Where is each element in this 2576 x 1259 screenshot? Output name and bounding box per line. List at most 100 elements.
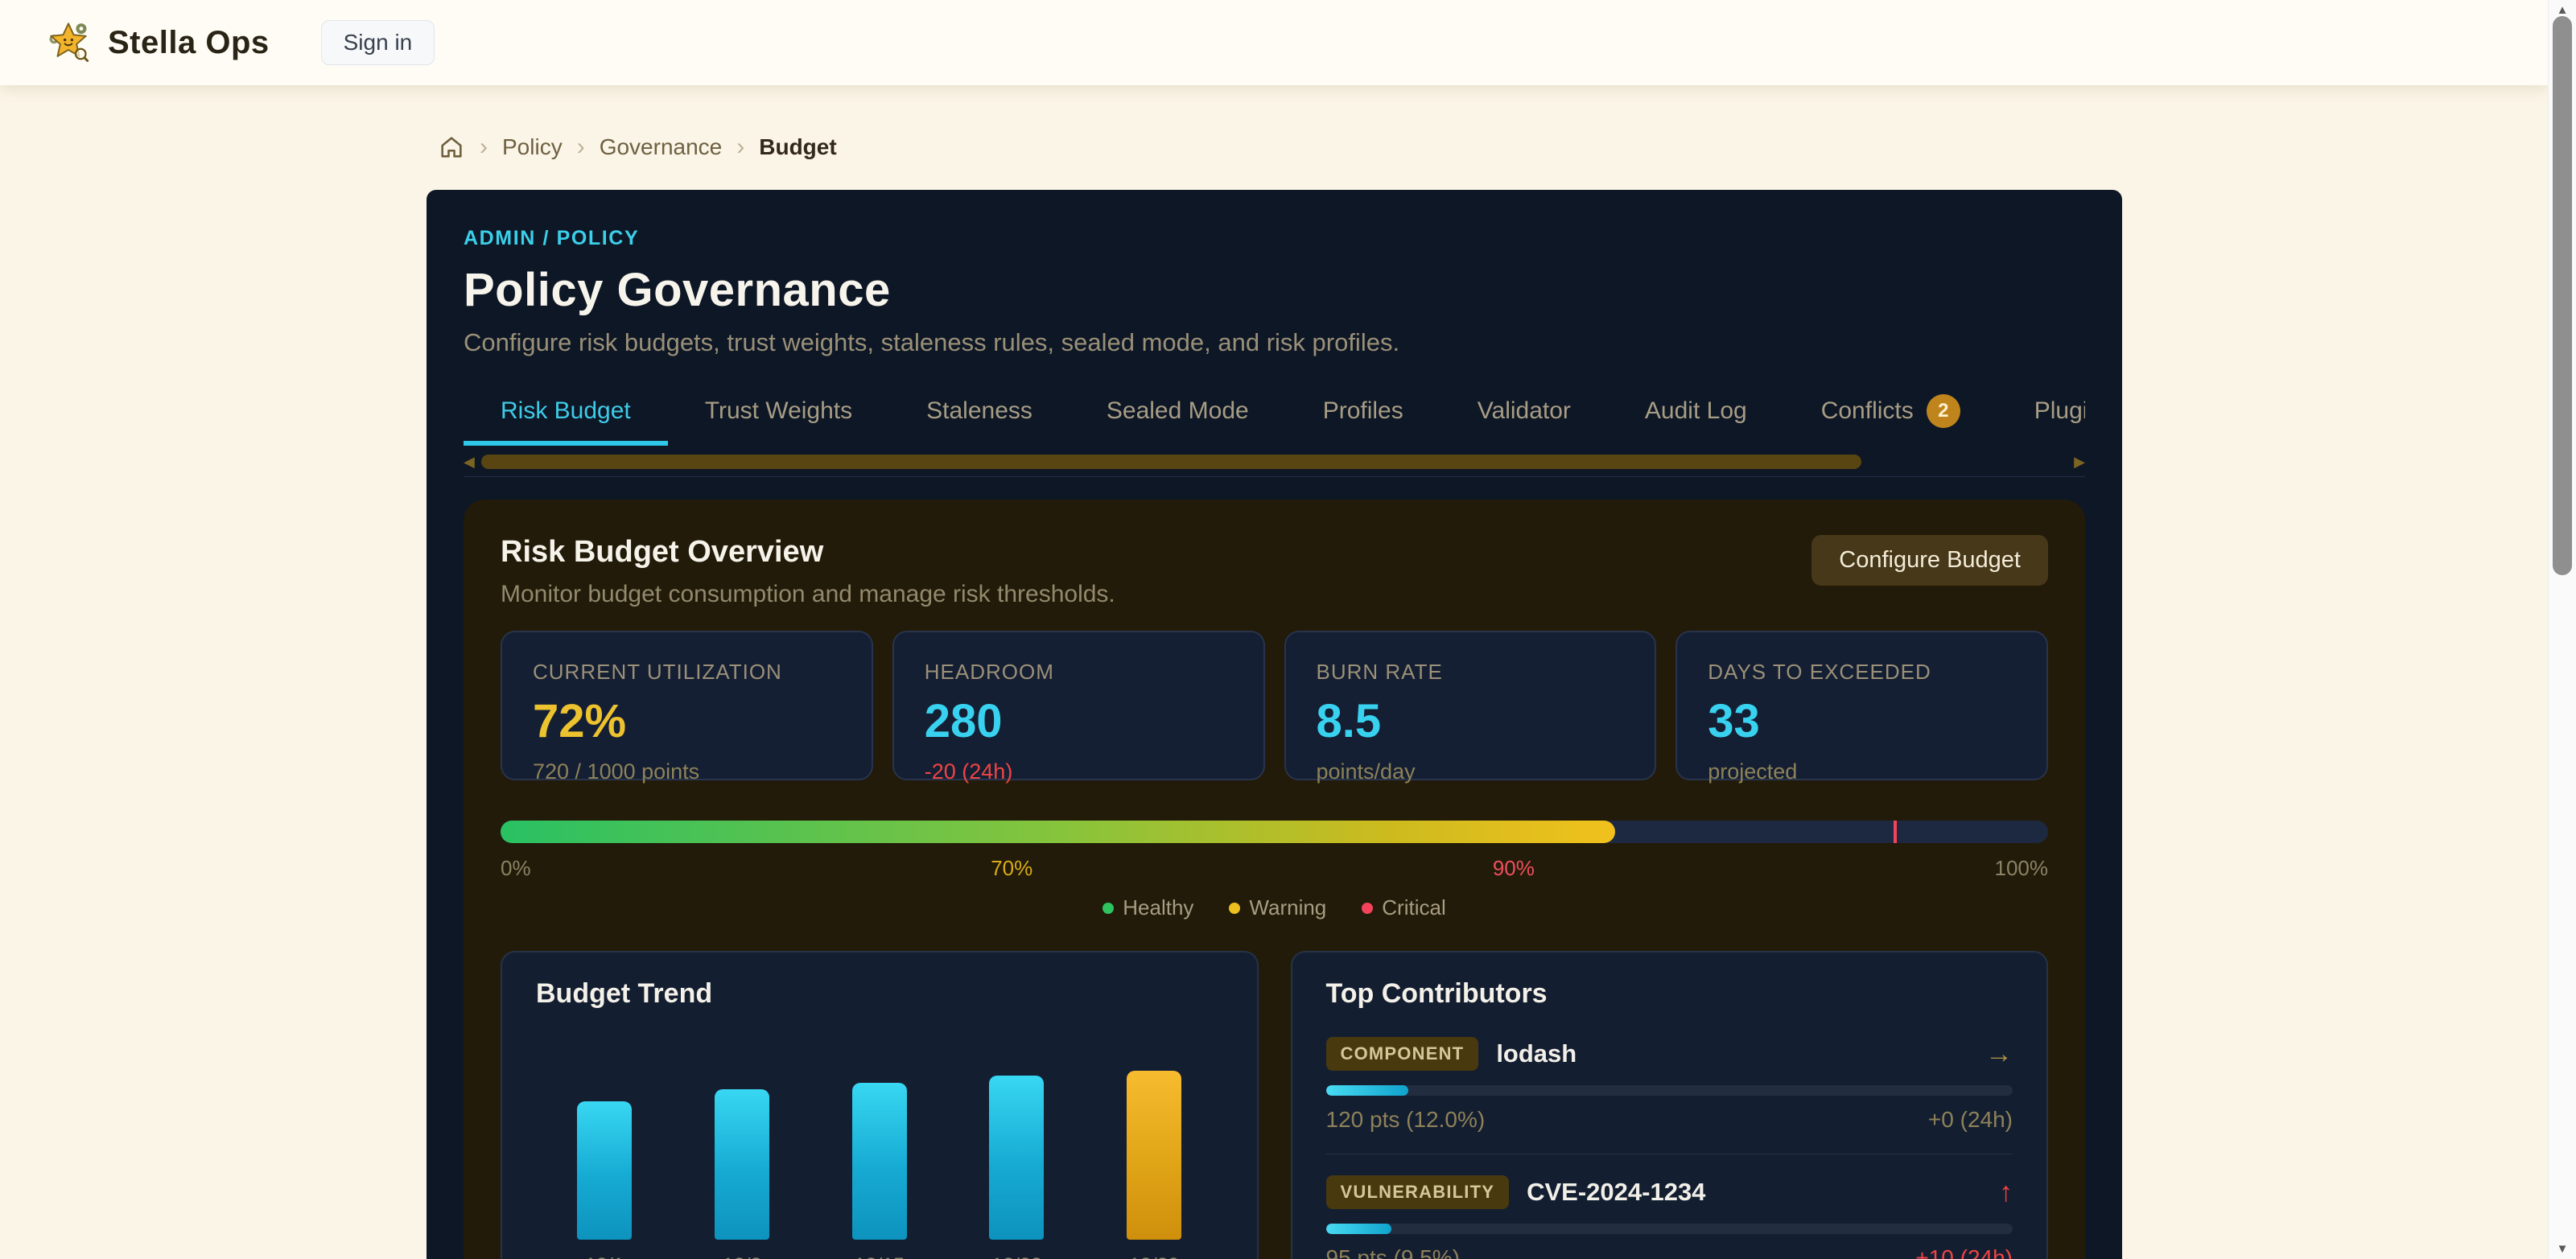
breadcrumb-link-governance[interactable]: Governance	[599, 134, 723, 159]
contributor-type-badge: VULNERABILITY	[1325, 1175, 1510, 1209]
breadcrumb-separator: ›	[576, 134, 585, 160]
tab-risk-budget[interactable]: Risk Budget	[464, 394, 668, 446]
scale-label-70: 70%	[991, 856, 1033, 880]
chart-column: 12/15	[810, 1069, 948, 1259]
tab-scrollbar-thumb[interactable]	[480, 455, 1861, 469]
stat-sub: -20 (24h)	[924, 759, 1013, 784]
arrow-right-icon[interactable]: →	[1985, 1038, 2013, 1069]
brand[interactable]: Stella Ops	[45, 19, 270, 66]
tab-staleness[interactable]: Staleness	[889, 394, 1070, 446]
tab-audit-log[interactable]: Audit Log	[1608, 394, 1784, 446]
contributor-meta-row: 95 pts (9.5%) +10 (24h)	[1326, 1245, 2013, 1259]
tab-label: Trust Weights	[704, 397, 853, 424]
tab-label: Validator	[1477, 397, 1571, 424]
contributor-delta: +10 (24h)	[1915, 1245, 2013, 1259]
tab-conflicts[interactable]: Conflicts 2	[1784, 394, 1997, 446]
top-contributors-card: Top Contributors COMPONENT lodash → 120 pts…	[1290, 951, 2048, 1259]
policy-governance-panel: ADMIN / POLICY Policy Governance Configu…	[427, 190, 2122, 1259]
legend-dot-critical	[1362, 902, 1374, 914]
budget-bar	[501, 821, 2048, 843]
tab-plugins[interactable]: Plugins	[1997, 394, 2085, 446]
contributor-points: 95 pts (9.5%)	[1325, 1245, 1461, 1259]
tab-list: Risk Budget Trust Weights Staleness Sealed …	[464, 394, 2085, 446]
contributor-type-badge: COMPONENT	[1325, 1037, 1479, 1071]
tab-trust-weights[interactable]: Trust Weights	[668, 394, 889, 446]
tab-scroll-left-arrow-icon[interactable]: ◀	[464, 454, 475, 470]
scale-label-90: 90%	[1492, 856, 1535, 880]
configure-budget-button[interactable]: Configure Budget	[1811, 535, 2048, 586]
top-header: Stella Ops Sign in	[0, 0, 2548, 85]
sign-in-button[interactable]: Sign in	[320, 20, 435, 65]
breadcrumb: › Policy › Governance › Budget	[438, 134, 837, 161]
chart-bar	[851, 1083, 907, 1240]
legend-dot-warning	[1229, 902, 1241, 914]
contributor-header-row[interactable]: VULNERABILITY CVE-2024-1234 ↑	[1325, 1175, 2013, 1209]
chart-column: 12/1	[536, 1069, 674, 1259]
browser-scrollbar[interactable]: ▲ ▼	[2548, 0, 2576, 1259]
contributor-name: CVE-2024-1234	[1527, 1178, 1706, 1206]
contributor-bar-fill	[1325, 1224, 1391, 1234]
breadcrumb-link-policy[interactable]: Policy	[502, 134, 563, 159]
budget-trend-title: Budget Trend	[536, 978, 713, 1009]
stat-value: 33	[1708, 695, 1760, 747]
stat-value: 280	[924, 695, 1003, 747]
home-icon	[441, 137, 462, 158]
breadcrumb-separator: ›	[736, 134, 745, 160]
legend-label: Healthy	[1123, 895, 1194, 920]
overview-subtitle: Monitor budget consumption and manage ri…	[501, 581, 1115, 607]
main-content: › Policy › Governance › Budget ADMIN / POLICY…	[427, 0, 2122, 1259]
legend-item-healthy: Healthy	[1103, 895, 1193, 920]
budget-trend-card: Budget Trend 12/1 12/8 12/15 12/22 12/29	[501, 951, 1259, 1259]
legend-item-warning: Warning	[1229, 895, 1326, 920]
tab-separator	[464, 476, 2085, 477]
stat-sub: projected	[1708, 759, 1798, 784]
bottom-grid: Budget Trend 12/1 12/8 12/15 12/22 12/29 Top…	[501, 951, 2048, 1259]
tab-label: Sealed Mode	[1106, 397, 1249, 424]
overview-header-text: Risk Budget Overview Monitor budget cons…	[501, 535, 1115, 608]
arrow-up-icon[interactable]: ↑	[1999, 1176, 2013, 1208]
page-subtitle: Configure risk budgets, trust weights, s…	[464, 328, 1400, 356]
scrollbar-down-arrow-icon[interactable]: ▼	[2556, 1242, 2569, 1256]
tab-scrollbar-track[interactable]	[480, 455, 2067, 469]
chart-bar-label: 12/29	[1129, 1254, 1180, 1259]
budget-bar-fill	[501, 821, 1615, 843]
overview-title: Risk Budget Overview	[501, 535, 824, 569]
contributor-delta: +0 (24h)	[1927, 1107, 2013, 1132]
stat-label: CURRENT UTILIZATION	[533, 660, 782, 684]
stat-value: 72%	[533, 695, 627, 747]
scrollbar-up-arrow-icon[interactable]: ▲	[2556, 3, 2569, 17]
tab-validator[interactable]: Validator	[1440, 394, 1608, 446]
scale-label-100: 100%	[1994, 856, 2049, 880]
stat-label: BURN RATE	[1316, 660, 1443, 684]
contributor-meta-row: 120 pts (12.0%) +0 (24h)	[1326, 1107, 2013, 1133]
scrollbar-thumb[interactable]	[2553, 16, 2572, 575]
tab-scrollbar[interactable]: ◀ ▶	[464, 454, 2085, 470]
contributor-header-row[interactable]: COMPONENT lodash →	[1325, 1037, 2013, 1071]
contributor-list: COMPONENT lodash → 120 pts (12.0%) +0 (24h) V…	[1325, 1037, 2013, 1259]
tab-label: Plugins	[2034, 397, 2085, 424]
scale-label-0: 0%	[501, 856, 531, 880]
chart-bar	[715, 1089, 770, 1240]
breadcrumb-home-link[interactable]	[438, 134, 465, 161]
contributor-bar-fill	[1325, 1085, 1408, 1096]
budget-trend-chart: 12/1 12/8 12/15 12/22 12/29	[536, 1069, 1223, 1259]
stat-value: 8.5	[1316, 695, 1382, 747]
chart-column: 12/8	[674, 1069, 811, 1259]
budget-scale-labels: 0% 70% 90% 100%	[501, 856, 2048, 881]
chart-bar-label: 12/8	[723, 1254, 762, 1259]
contributor-bar-track	[1325, 1224, 2013, 1234]
tab-sealed-mode[interactable]: Sealed Mode	[1070, 394, 1286, 446]
budget-threshold-marker	[1893, 821, 1897, 843]
tab-badge: 2	[1926, 394, 1960, 428]
legend-dot-healthy	[1103, 902, 1115, 914]
chart-bar	[577, 1101, 633, 1240]
brand-name: Stella Ops	[108, 24, 270, 60]
tab-profiles[interactable]: Profiles	[1286, 394, 1440, 446]
budget-legend: Healthy Warning Critical	[501, 895, 2048, 920]
tab-scroll-right-arrow-icon[interactable]: ▶	[2074, 454, 2085, 470]
legend-label: Warning	[1249, 895, 1327, 920]
chart-bar-label: 12/1	[585, 1254, 624, 1259]
chart-bar-label: 12/22	[991, 1254, 1042, 1259]
page-eyebrow: ADMIN / POLICY	[464, 227, 640, 249]
contributor-item: VULNERABILITY CVE-2024-1234 ↑ 95 pts (9.5%)…	[1325, 1175, 2013, 1259]
